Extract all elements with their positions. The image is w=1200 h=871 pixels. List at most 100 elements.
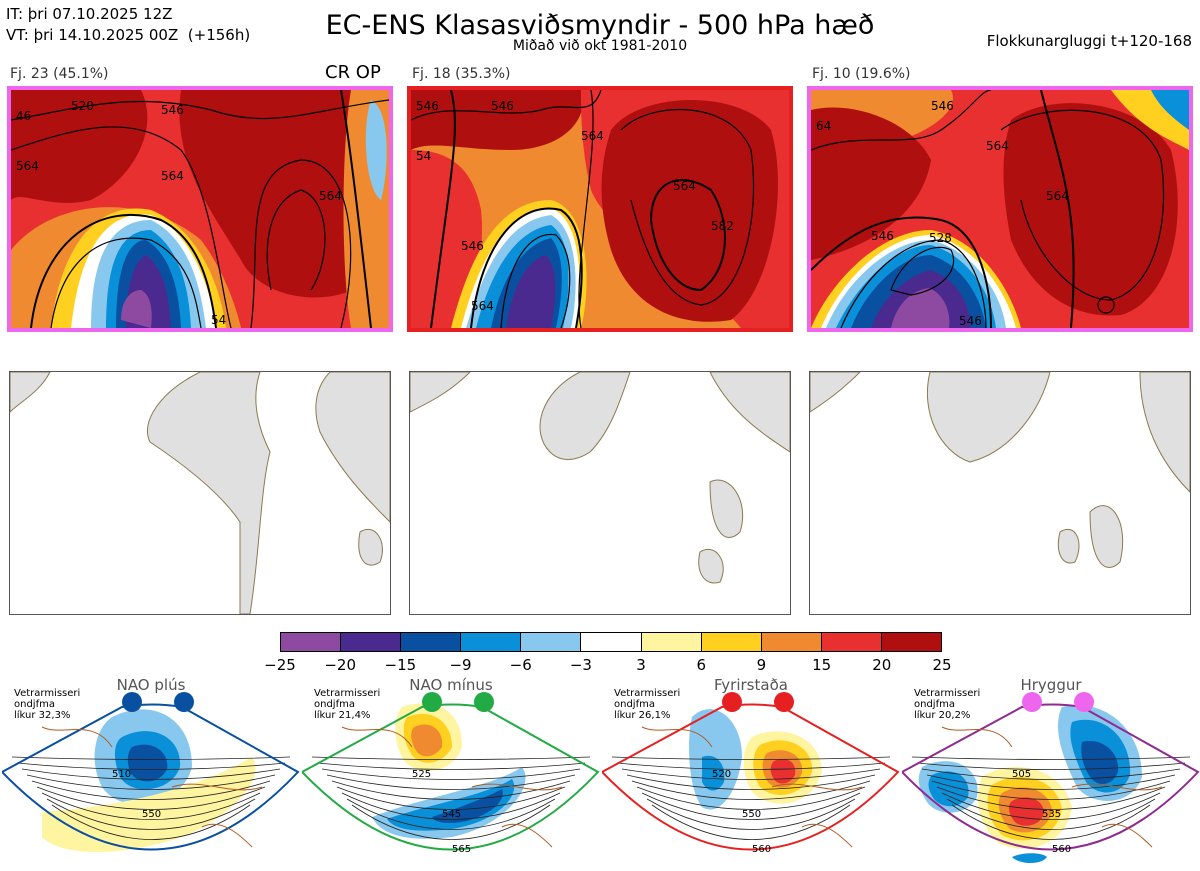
height-contour <box>641 792 861 820</box>
regime-title: Hryggur <box>1020 676 1082 694</box>
height-contour <box>346 798 556 830</box>
regime-marker-dot <box>422 692 442 712</box>
contour-label: 535 <box>1042 809 1061 820</box>
regime-2: 525 545 565 NAO mínus Vetrarmisseri ondjfma … <box>302 672 600 871</box>
height-contour <box>636 786 866 810</box>
height-contour <box>31 780 271 800</box>
height-contour <box>331 780 571 800</box>
contour-label: 564 <box>673 179 696 193</box>
colorbar-tick-label: 9 <box>756 656 767 674</box>
cluster-2-map: 546 564 546 564 546 54 564 582 <box>407 86 793 332</box>
coastline <box>941 726 1163 848</box>
contour-label: 560 <box>752 844 771 855</box>
contour-label: 54 <box>416 149 431 163</box>
regime-marker-dot <box>474 692 494 712</box>
anomaly-area <box>127 744 168 782</box>
contour-label: 550 <box>742 809 761 820</box>
height-contour <box>336 786 566 810</box>
colorbar-tick-label: 25 <box>932 656 952 674</box>
colorbar-tick-label: −3 <box>569 656 592 674</box>
height-contour <box>916 762 1186 770</box>
contour-label: 564 <box>581 129 604 143</box>
regime-marker-dot <box>174 692 194 712</box>
height-contour <box>931 780 1171 800</box>
contour-label: 564 <box>161 169 184 183</box>
anomaly-area <box>928 771 969 807</box>
height-contour <box>326 774 576 790</box>
colorbar-swatch <box>820 633 881 651</box>
colorbar-tick-label: 3 <box>636 656 646 674</box>
cluster-1-label: Fj. 23 (45.1%) <box>10 66 109 82</box>
contour-label: 520 <box>712 769 731 780</box>
contour-label: 564 <box>471 299 494 313</box>
height-contour <box>46 798 256 830</box>
regime-climatology: Vetrarmisseri ondjfma líkur 32,3% <box>14 688 81 721</box>
regime-marker-dot <box>1074 692 1094 712</box>
colorbar-tick-label: −6 <box>509 656 532 674</box>
colorbar-swatch <box>460 633 521 651</box>
height-contour <box>316 762 586 770</box>
contour-label: 46 <box>16 109 31 123</box>
coastline <box>41 726 263 848</box>
cluster-1-map: 520 546 564 564 564 46 54 <box>7 86 393 332</box>
colorbar-tick-label: −15 <box>384 656 417 674</box>
contour-label: 546 <box>871 229 894 243</box>
empty-map-1 <box>9 371 391 615</box>
page-title: EC-ENS Klasasviðsmyndir - 500 hPa hæð <box>325 10 875 41</box>
anomaly-area <box>1012 853 1047 863</box>
regime-frame <box>2 703 300 851</box>
height-contour <box>611 756 891 760</box>
height-contour <box>646 798 856 830</box>
height-contour <box>351 804 551 840</box>
contour-label: 64 <box>816 119 831 133</box>
regime-frame <box>302 703 600 851</box>
colorbar-swatch <box>580 633 641 651</box>
height-contour <box>341 792 561 820</box>
height-contour <box>911 756 1191 760</box>
contour-label: 54 <box>211 313 226 327</box>
height-contour <box>616 762 886 770</box>
contour-label: 546 <box>461 239 484 253</box>
crop-op-label: CR OP <box>325 62 381 83</box>
colorbar-tick-label: 6 <box>696 656 707 674</box>
contour-label: 564 <box>1046 189 1069 203</box>
anomaly-area <box>1081 741 1119 784</box>
regime-marker-dot <box>774 692 794 712</box>
contour-label: 525 <box>412 769 431 780</box>
regime-map: 505 535 560 <box>902 692 1200 863</box>
coastline <box>641 726 863 848</box>
regime-3: 520 550 560 Fyrirstaða Vetrarmisseri ondjfma… <box>602 672 900 871</box>
empty-map-2 <box>409 371 791 615</box>
height-contour <box>941 792 1161 820</box>
init-time: IT: þri 07.10.2025 12Z <box>6 5 173 23</box>
contour-label: 560 <box>1052 844 1071 855</box>
height-contour <box>946 798 1156 830</box>
regime-map: 525 545 565 <box>302 692 600 855</box>
regime-map: 510 550 <box>2 692 300 852</box>
regime-map: 520 550 560 <box>602 692 900 855</box>
regime-title: NAO plús <box>116 676 186 694</box>
contour-label: 546 <box>959 314 982 328</box>
colorbar-swatch <box>640 633 701 651</box>
colorbar-tick-label: 20 <box>872 656 892 674</box>
colorbar-swatch <box>760 633 821 651</box>
contour-label: 505 <box>1012 769 1031 780</box>
height-contour <box>631 780 871 800</box>
anomaly-area <box>411 724 443 757</box>
regime-climatology: Vetrarmisseri ondjfma líkur 20,2% <box>914 688 981 721</box>
contour-label: 565 <box>452 844 471 855</box>
colorbar-tick-label: −20 <box>324 656 356 674</box>
valid-time: VT: þri 14.10.2025 00Z (+156h) <box>6 26 251 44</box>
contour-label: 546 <box>491 99 514 113</box>
colorbar <box>280 632 942 652</box>
height-contour <box>26 774 276 790</box>
contour-label: 546 <box>416 99 439 113</box>
height-contour <box>926 774 1176 790</box>
cluster-2-label: Fj. 18 (35.3%) <box>412 66 511 82</box>
regime-marker-dot <box>122 692 142 712</box>
height-contour <box>936 786 1166 810</box>
regime-title: NAO mínus <box>409 676 493 694</box>
height-contour <box>921 768 1181 780</box>
anomaly-area <box>702 755 725 791</box>
regime-frame <box>602 703 900 851</box>
